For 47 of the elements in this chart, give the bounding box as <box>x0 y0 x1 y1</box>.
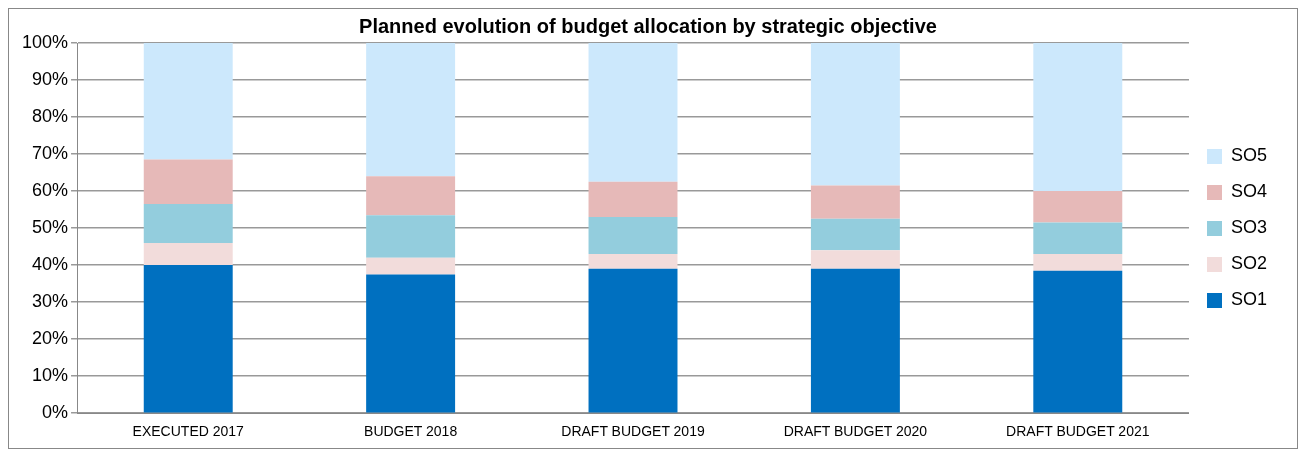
y-tick-label: 40% <box>32 254 69 275</box>
y-tick-label: 30% <box>32 291 69 312</box>
bar <box>588 268 678 413</box>
bar <box>810 185 900 219</box>
bar <box>366 274 456 413</box>
bar <box>1033 222 1123 255</box>
bar <box>366 215 456 258</box>
bar <box>810 250 900 269</box>
x-tick-label: BUDGET 2018 <box>364 423 458 440</box>
bar <box>143 43 233 160</box>
bar <box>366 176 456 216</box>
bar <box>143 204 233 243</box>
y-tick-label: 70% <box>32 143 69 164</box>
bar <box>143 265 233 413</box>
legend-label: SO4 <box>1230 181 1268 202</box>
y-tick-label: 60% <box>32 180 69 201</box>
bar <box>1033 191 1123 223</box>
bar <box>366 257 456 275</box>
legend-label: SO2 <box>1230 253 1268 274</box>
y-tick-label: 10% <box>32 365 69 386</box>
legend-label: SO1 <box>1230 289 1268 310</box>
legend-label: SO3 <box>1230 217 1268 238</box>
bar <box>810 268 900 413</box>
y-tick-label: 50% <box>32 217 69 238</box>
bar <box>810 43 900 186</box>
bar <box>588 43 678 182</box>
bar <box>1033 270 1123 413</box>
y-tick-label: 100% <box>21 31 69 52</box>
bar <box>1033 254 1123 271</box>
x-tick-label: DRAFT BUDGET 2019 <box>561 423 705 440</box>
bar <box>1033 43 1123 192</box>
x-tick-label: DRAFT BUDGET 2021 <box>1006 423 1150 440</box>
y-tick-label: 0% <box>42 402 69 423</box>
bar <box>588 254 678 269</box>
legend-label: SO5 <box>1230 145 1268 166</box>
x-tick-label: DRAFT BUDGET 2020 <box>783 423 928 440</box>
y-tick-label: 80% <box>32 106 69 127</box>
bar <box>143 159 233 205</box>
chart-title: Planned evolution of budget allocation by strategic objective <box>359 14 937 37</box>
bar <box>588 216 678 255</box>
y-tick-label: 20% <box>32 328 69 349</box>
x-tick-label: EXECUTED 2017 <box>132 423 245 440</box>
bar <box>588 181 678 217</box>
bar <box>143 242 233 266</box>
bar <box>810 218 900 251</box>
y-tick-label: 90% <box>32 68 69 89</box>
bar <box>366 43 456 177</box>
